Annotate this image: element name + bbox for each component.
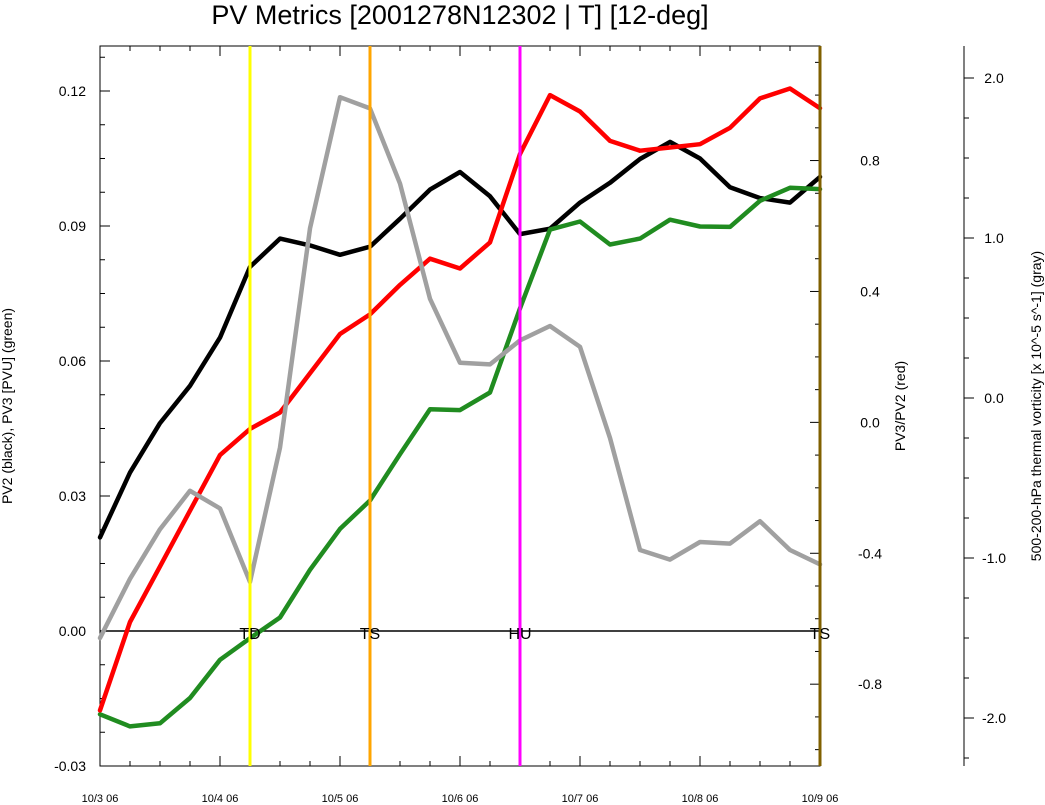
y-right2-tick-label: -2.0 <box>982 710 1006 726</box>
x-tick-label: 10/6 06 <box>442 793 479 805</box>
y-right2-tick-label: 1.0 <box>984 230 1004 246</box>
y-axis-left-label: PV2 (black), PV3 [PVU] (green) <box>0 308 15 504</box>
x-tick-label: 10/9 06 <box>802 793 839 805</box>
series-line-right1-2 <box>97 86 823 713</box>
y-right1-tick-label: -0.4 <box>858 545 882 561</box>
event-label: HU <box>508 626 531 643</box>
y-left-tick-label: 0.00 <box>59 623 86 639</box>
y-left-tick-label: -0.03 <box>54 758 86 774</box>
event-layer: TD TS HU TS <box>239 46 830 766</box>
y-axis-right1-label: PV3/PV2 (red) <box>892 361 908 451</box>
y-right1-tick-label: 0.4 <box>860 283 880 299</box>
x-tick-label: 10/3 06 <box>82 793 119 805</box>
series-line-right2-3 <box>97 94 823 641</box>
event-label: TS <box>810 626 830 643</box>
chart-title: PV Metrics [2001278N12302 | T] [12-deg] <box>211 0 708 30</box>
axes-layer: 10/3 06 10/4 06 10/5 06 10/6 06 10/7 06 10/8 … <box>54 45 1006 805</box>
y-right2-tick-label: 0.0 <box>984 390 1004 406</box>
plot-frame <box>99 45 821 767</box>
y-left-tick-label: 0.12 <box>59 83 86 99</box>
event-label: TD <box>239 626 260 643</box>
y-right2-tick-label: 2.0 <box>984 70 1004 86</box>
series-layer <box>97 86 823 729</box>
x-tick-label: 10/8 06 <box>682 793 719 805</box>
x-tick-label: 10/5 06 <box>322 793 359 805</box>
series-line-left-0 <box>97 139 823 540</box>
y-right1-tick-label: 0.8 <box>860 153 880 169</box>
series-line-left-1 <box>97 185 823 729</box>
y-right2-tick-label: -1.0 <box>982 550 1006 566</box>
y-left-tick-label: 0.03 <box>59 488 86 504</box>
y-right1-tick-label: -0.8 <box>858 676 882 692</box>
x-tick-label: 10/7 06 <box>562 793 599 805</box>
y-left-tick-label: 0.09 <box>59 218 86 234</box>
y-left-tick-label: 0.06 <box>59 353 86 369</box>
x-tick-label: 10/4 06 <box>202 793 239 805</box>
y-axis-right2-label: 500-200-hPa thermal vorticity [x 10^-5 s… <box>1028 251 1044 561</box>
y-right1-tick-label: 0.0 <box>860 414 880 430</box>
event-label: TS <box>360 626 380 643</box>
